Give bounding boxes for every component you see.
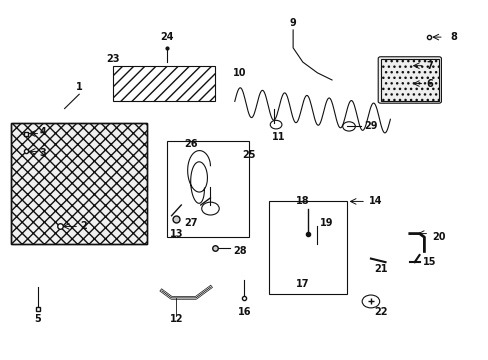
- Bar: [268, 202, 346, 294]
- Text: 13: 13: [169, 229, 183, 239]
- Bar: [380, 59, 438, 102]
- Bar: [113, 66, 215, 102]
- Text: 20: 20: [431, 232, 445, 242]
- Text: 23: 23: [106, 54, 120, 64]
- Text: 7: 7: [425, 61, 432, 71]
- FancyBboxPatch shape: [377, 57, 441, 103]
- Bar: [166, 141, 249, 237]
- Text: 4: 4: [39, 127, 46, 137]
- Text: 22: 22: [373, 307, 386, 317]
- Text: 1: 1: [76, 82, 82, 92]
- Text: 28: 28: [232, 247, 246, 256]
- Text: 26: 26: [184, 139, 197, 149]
- Text: 15: 15: [422, 257, 435, 267]
- Text: 8: 8: [449, 32, 456, 42]
- Text: 17: 17: [296, 279, 309, 289]
- Bar: [11, 123, 147, 244]
- Bar: [11, 123, 147, 244]
- Text: 6: 6: [425, 78, 432, 89]
- Text: 11: 11: [271, 132, 285, 142]
- Text: 25: 25: [242, 150, 256, 160]
- Text: 9: 9: [289, 18, 296, 28]
- Text: 5: 5: [35, 314, 41, 324]
- Text: 27: 27: [184, 218, 197, 228]
- Text: 12: 12: [169, 314, 183, 324]
- Text: 14: 14: [368, 197, 382, 206]
- Text: 3: 3: [39, 148, 46, 158]
- Text: 2: 2: [81, 221, 87, 231]
- Text: 16: 16: [237, 307, 251, 317]
- Text: 10: 10: [232, 68, 246, 78]
- Text: 19: 19: [320, 218, 333, 228]
- Text: 29: 29: [364, 121, 377, 131]
- Text: 21: 21: [373, 264, 386, 274]
- Text: 18: 18: [295, 197, 309, 206]
- Text: 24: 24: [160, 32, 173, 42]
